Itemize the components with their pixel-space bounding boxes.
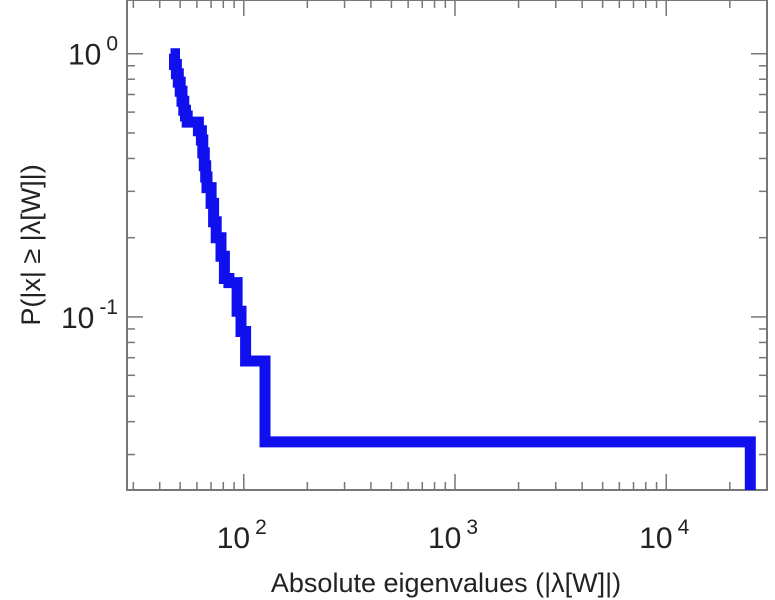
ccdf-step-line — [169, 48, 756, 490]
y-axis-label: P(|x| ≥ |λ[W]|) — [16, 164, 46, 325]
axis-tick-labels: 10 2 10 3 10 4 10 0 10 -1 — [61, 33, 690, 555]
axis-ticks — [127, 0, 768, 490]
data-series — [169, 48, 756, 490]
x-tick-label: 10 2 — [217, 516, 267, 555]
x-tick-label: 10 3 — [428, 516, 478, 555]
x-axis-label: Absolute eigenvalues (|λ[W]|) — [271, 568, 621, 598]
x-tick-label: 10 4 — [639, 516, 689, 555]
y-tick-label: 10 0 — [68, 33, 118, 72]
y-tick-label: 10 -1 — [61, 296, 118, 335]
plot-frame — [126, 0, 768, 491]
